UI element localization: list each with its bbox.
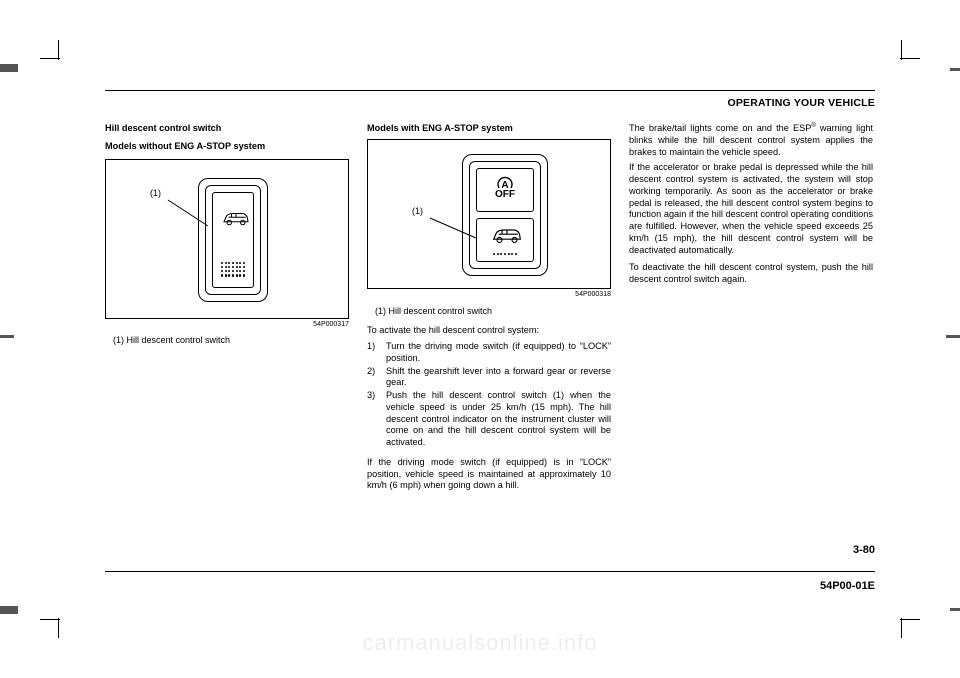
watermark: carmanualsonline.info [0,630,960,656]
switch-inner-panel [205,185,261,295]
page-number: 3-80 [853,544,875,556]
crop-mark [40,619,60,620]
figure-1-caption: (1) Hill descent control switch [113,335,349,347]
body-columns: Hill descent control switch Models witho… [105,123,875,496]
grip-dots [213,262,253,277]
car-icon-2 [489,225,525,245]
leader-line-2 [426,214,478,242]
leader-label-2: (1) [412,206,423,218]
leader-label-1: (1) [150,188,161,200]
step-2: 2) Shift the gearshift lever into a forw… [367,366,611,390]
side-tick [950,68,960,71]
side-tick [950,608,960,611]
rule-top [105,90,875,91]
switch-inner-panel-2: A OFF [469,161,541,269]
crop-mark [900,619,920,620]
a-off-button: A OFF [476,168,534,212]
column-1: Hill descent control switch Models witho… [105,123,349,496]
step-1-txt: Turn the driving mode switch (if equippe… [386,341,611,365]
figure-2: A OFF [367,139,611,289]
col2-para-2: If the driving mode switch (if equipped)… [367,457,611,492]
figure-1: (1) [105,159,349,319]
col3-para-1: The brake/tail lights come on and the ES… [629,123,873,158]
step-3: 3) Push the hill descent control switch … [367,390,611,449]
a-off-off: OFF [495,189,515,200]
col3-para-2: If the accelerator or brake pedal is dep… [629,162,873,256]
crop-mark [901,40,902,60]
col3-para-3: To deactivate the hill descent control s… [629,262,873,286]
figure-1-id: 54P000317 [105,321,349,330]
a-off-a: A [477,176,533,191]
column-3: The brake/tail lights come on and the ES… [629,123,873,496]
crop-mark [40,58,60,59]
col1-heading-1: Hill descent control switch [105,123,349,135]
leader-line [164,196,212,230]
side-tick [0,64,18,72]
rocker-switch [212,192,254,288]
figure-1-wrap: (1) 54P000317 [105,159,349,330]
col2-heading: Models with ENG A-STOP system [367,123,611,135]
rule-bottom [105,571,875,572]
col2-intro: To activate the hill descent control sys… [367,325,611,337]
col1-heading-2: Models without ENG A-STOP system [105,141,349,153]
grip-dots-2 [477,253,533,255]
col3-para-1a: The brake/tail lights come on and the ES… [629,123,811,133]
hill-descent-button [476,218,534,262]
page-content: OPERATING YOUR VEHICLE Hill descent cont… [105,90,875,600]
side-tick [0,335,14,338]
figure-2-wrap: A OFF [367,139,611,300]
section-header: OPERATING YOUR VEHICLE [105,97,875,109]
column-2: Models with ENG A-STOP system A OFF [367,123,611,496]
side-tick [0,606,18,614]
crop-mark [58,40,59,60]
step-1: 1) Turn the driving mode switch (if equi… [367,341,611,365]
figure-2-id: 54P000318 [367,291,611,300]
a-off-label: A OFF [477,176,533,201]
side-tick [946,335,960,338]
crop-mark [58,618,59,638]
step-3-num: 3) [367,390,381,449]
crop-mark [900,58,920,59]
step-1-num: 1) [367,341,381,365]
step-2-txt: Shift the gearshift lever into a forward… [386,366,611,390]
steps-list: 1) Turn the driving mode switch (if equi… [367,341,611,449]
step-2-num: 2) [367,366,381,390]
step-3-txt: Push the hill descent control switch (1)… [386,390,611,449]
crop-mark [901,618,902,638]
doc-code: 54P00-01E [820,580,875,592]
figure-2-caption: (1) Hill descent control switch [375,306,611,318]
car-icon [221,209,251,227]
